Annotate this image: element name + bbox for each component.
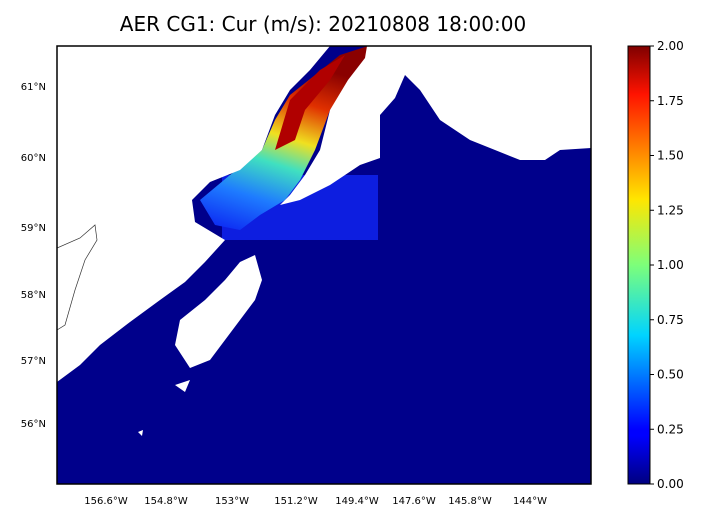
y-tick-label: 58°N <box>21 290 46 301</box>
y-tick-label: 57°N <box>21 356 46 367</box>
colorbar-ticks: 0.00 0.25 0.50 0.75 1.00 1.25 1.50 1.75 2.00 <box>650 39 684 491</box>
x-tick-label: 144°W <box>513 496 547 507</box>
colorbar-tick-label: 0.25 <box>657 422 684 436</box>
colorbar-tick-label: 0.50 <box>657 368 684 382</box>
colorbar-tick-label: 1.75 <box>657 94 684 108</box>
colorbar-tick-label: 1.50 <box>657 149 684 163</box>
x-tick-label: 147.6°W <box>392 496 436 507</box>
x-tick-label: 153°W <box>215 496 249 507</box>
chart-title: AER CG1: Cur (m/s): 20210808 18:00:00 <box>119 12 527 36</box>
y-tick-labels: 61°N 60°N 59°N 58°N 57°N 56°N <box>21 82 46 430</box>
high-current-channel <box>275 55 345 150</box>
y-tick-label: 56°N <box>21 419 46 430</box>
y-tick-label: 61°N <box>21 82 46 93</box>
colorbar-tick-label: 1.25 <box>657 203 684 217</box>
colorbar-tick-label: 2.00 <box>657 39 684 53</box>
kodiak-island <box>175 255 262 368</box>
y-tick-label: 60°N <box>21 153 46 164</box>
y-tick-label: 59°N <box>21 223 46 234</box>
x-tick-labels: 156.6°W 154.8°W 153°W 151.2°W 149.4°W 14… <box>84 496 547 507</box>
x-tick-label: 151.2°W <box>274 496 318 507</box>
map-area <box>57 46 591 484</box>
x-tick-label: 154.8°W <box>144 496 188 507</box>
colorbar-tick-label: 0.00 <box>657 477 684 491</box>
x-tick-label: 145.8°W <box>448 496 492 507</box>
colorbar-tick-label: 0.75 <box>657 313 684 327</box>
colorbar-tick-label: 1.00 <box>657 258 684 272</box>
x-tick-label: 149.4°W <box>335 496 379 507</box>
land-north <box>57 46 591 205</box>
coastline <box>57 224 98 331</box>
x-tick-label: 156.6°W <box>84 496 128 507</box>
small-islands <box>138 380 190 436</box>
colorbar <box>627 45 651 485</box>
land-west <box>57 46 330 382</box>
map-frame <box>56 45 592 485</box>
